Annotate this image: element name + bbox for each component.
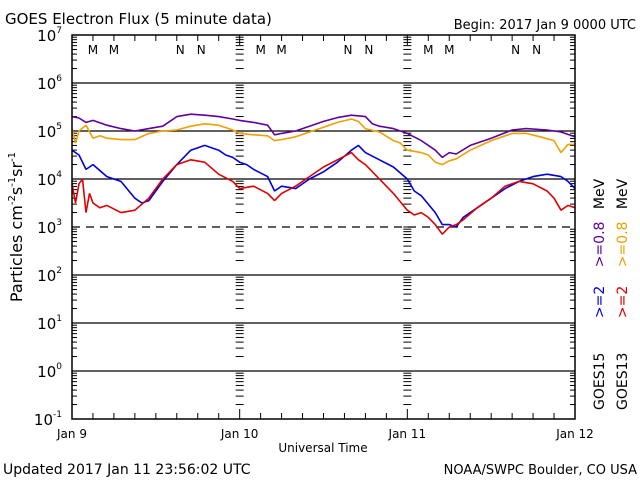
mn-marker-n: N: [511, 43, 520, 57]
legend-goes13-08mev: >=0.8: [615, 222, 631, 268]
y-tick-exponent: 1: [56, 314, 62, 324]
y-tick-exponent: 6: [56, 74, 62, 84]
y-tick-label: 106: [37, 74, 62, 93]
x-axis-label: Universal Time: [278, 441, 367, 455]
legend-goes15-2mev: >=2: [592, 286, 608, 318]
mn-marker-m: M: [444, 43, 454, 57]
series-group: [71, 113, 576, 235]
y-tick-exponent: -1: [53, 410, 62, 420]
begin-label: Begin: 2017 Jan 9 0000 UTC: [454, 18, 636, 33]
y-label-exp2: -1: [7, 177, 18, 187]
x-tick-label: Jan 10: [220, 427, 259, 441]
mn-marker-n: N: [176, 43, 185, 57]
chart-title: GOES Electron Flux (5 minute data): [5, 10, 272, 28]
y-label-sr: sr: [7, 162, 26, 177]
y-tick-label: 102: [37, 266, 62, 285]
y-tick-base: 10: [37, 219, 56, 237]
svg-text:GOES13 >=2 >=0: GOES13 >=2 >=0.8 MeV: [615, 178, 631, 410]
grid-lines: [72, 82, 575, 372]
series-line-goes13-2-mev: [71, 151, 576, 235]
y-tick-label: 107: [37, 26, 62, 45]
svg-text:Particles cm-2s-1sr-1: Particles cm-2s-1sr-1: [7, 152, 26, 302]
mn-marker-m: M: [109, 43, 119, 57]
y-tick-exponent: 0: [56, 362, 62, 372]
mn-marker-n: N: [343, 43, 352, 57]
mn-marker-m: M: [423, 43, 433, 57]
y-tick-base: 10: [37, 315, 56, 333]
y-tick-exponent: 2: [56, 266, 62, 276]
y-axis-label: Particles cm-2s-1sr-1: [7, 152, 26, 302]
x-tick-label: Jan 11: [388, 427, 427, 441]
y-label-particles: Particles cm: [7, 205, 26, 302]
y-tick-label: 101: [37, 314, 62, 333]
mn-marker-m: M: [276, 43, 286, 57]
y-tick-label: 100: [37, 362, 62, 381]
y-tick-base: 10: [34, 411, 53, 429]
series-line-goes15-0-8-mev: [71, 113, 576, 159]
y-tick-exponent: 5: [56, 122, 62, 132]
y-tick-base: 10: [37, 27, 56, 45]
y-label-exp1: -2: [7, 195, 18, 205]
plot-frame: [71, 34, 576, 420]
legend-goes13-unit: MeV: [615, 178, 631, 209]
mn-marker-m: M: [255, 43, 265, 57]
legend-goes15-sat: GOES15: [592, 353, 608, 410]
axis-ticks: [72, 35, 575, 420]
x-tick-label: Jan 9: [56, 427, 87, 441]
legend-goes13-sat: GOES13: [615, 353, 631, 410]
credit-label: NOAA/SWPC Boulder, CO USA: [444, 463, 637, 478]
x-tick-labels: Jan 9 Jan 10 Jan 11 Jan 12: [56, 427, 594, 441]
y-tick-base: 10: [37, 171, 56, 189]
y-tick-base: 10: [37, 123, 56, 141]
legend-goes15-unit: MeV: [592, 178, 608, 209]
legend-goes15: GOES15 >=2 >=0.8 MeV: [592, 178, 608, 410]
mn-marker-n: N: [532, 43, 541, 57]
y-label-exp3: -1: [7, 152, 18, 162]
mn-marker-n: N: [364, 43, 373, 57]
legend-goes13: GOES13 >=2 >=0.8 MeV: [615, 178, 631, 410]
legend-goes15-08mev: >=0.8: [592, 222, 608, 268]
y-tick-label: 103: [37, 218, 62, 237]
svg-text:GOES15 >=2 >=0: GOES15 >=2 >=0.8 MeV: [592, 178, 608, 410]
series-line-goes15-2-mev: [71, 144, 576, 228]
mn-marker-m: M: [88, 43, 98, 57]
y-tick-label: 105: [37, 122, 62, 141]
y-tick-exponent: 7: [56, 26, 62, 36]
x-tick-label: Jan 12: [555, 427, 594, 441]
series-line-goes13-0-8-mev: [71, 118, 575, 166]
y-tick-label: 10-1: [34, 410, 62, 429]
mn-marker-n: N: [197, 43, 206, 57]
y-tick-base: 10: [37, 363, 56, 381]
y-tick-label: 104: [37, 170, 62, 189]
y-tick-exponent: 3: [56, 218, 62, 228]
y-tick-exponent: 4: [56, 170, 62, 180]
y-tick-base: 10: [37, 267, 56, 285]
y-label-s: s: [7, 187, 26, 195]
updated-timestamp: Updated 2017 Jan 11 23:56:02 UTC: [3, 462, 251, 478]
legend-goes13-2mev: >=2: [615, 286, 631, 318]
legend: GOES15 >=2 >=0.8 MeV GOES13 >=2 >=0.8 Me…: [592, 178, 631, 410]
y-tick-base: 10: [37, 75, 56, 93]
